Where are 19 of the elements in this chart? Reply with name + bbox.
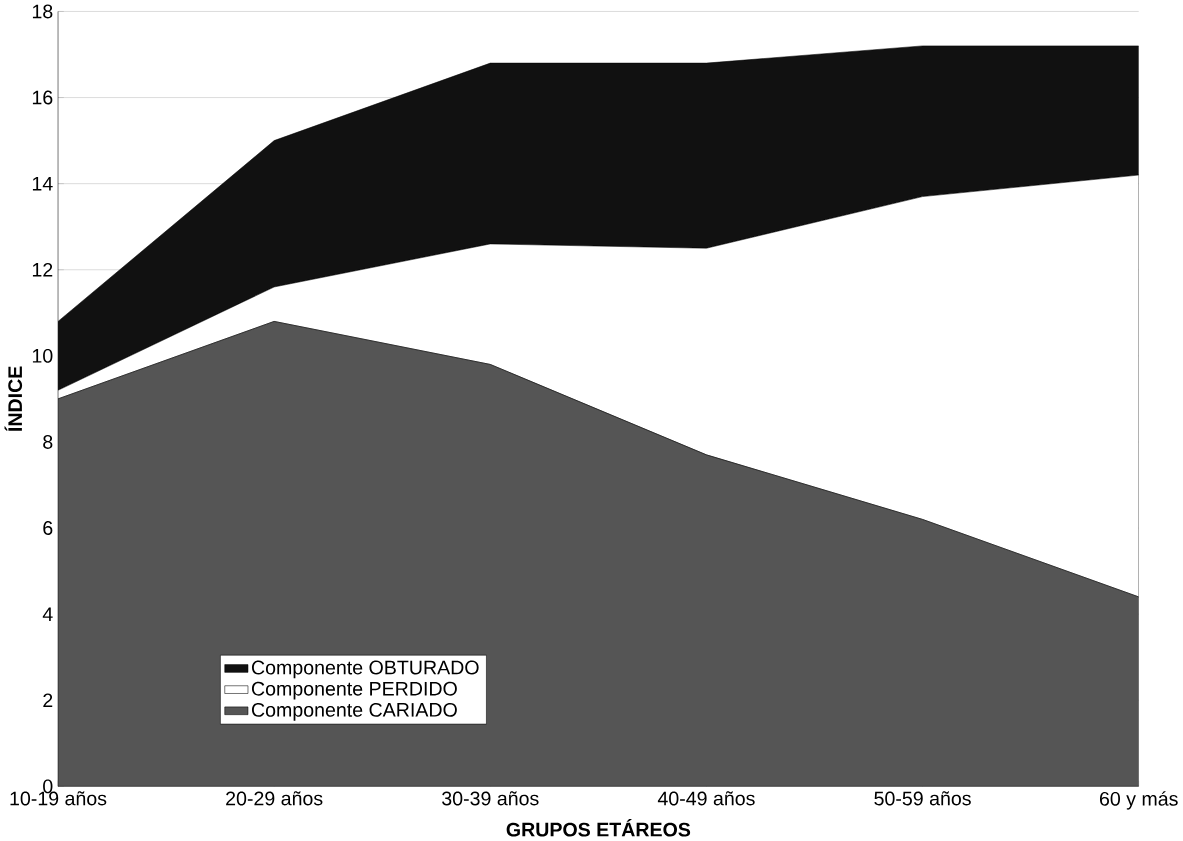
y-tick-label: 16 <box>32 90 53 105</box>
x-tick-label: 50-59 años <box>874 791 971 806</box>
y-tick-label: 6 <box>43 521 53 535</box>
y-tick-label: 2 <box>43 693 53 708</box>
y-tick-label: 14 <box>32 176 53 191</box>
y-tick-label: 8 <box>43 434 53 449</box>
x-tick-label: 40-49 años <box>657 791 755 806</box>
y-tick-label: 4 <box>42 607 53 621</box>
x-tick-label: 60 y más <box>1099 791 1178 810</box>
legend-label: Componente PERDIDO <box>251 681 457 700</box>
y-tick-label: 10 <box>32 348 53 363</box>
x-tick-label: 30-39 años <box>442 791 539 806</box>
legend-label: Componente OBTURADO <box>251 660 479 679</box>
x-axis-title: GRUPOS ETÁREOS <box>506 818 691 837</box>
y-axis-title: ÍNDICE <box>4 366 23 432</box>
legend-label: Componente CARIADO <box>251 702 457 721</box>
y-tick-label: 12 <box>32 262 53 277</box>
x-tick-label: 20-29 años <box>226 791 323 806</box>
y-tick-label: 18 <box>32 4 53 19</box>
